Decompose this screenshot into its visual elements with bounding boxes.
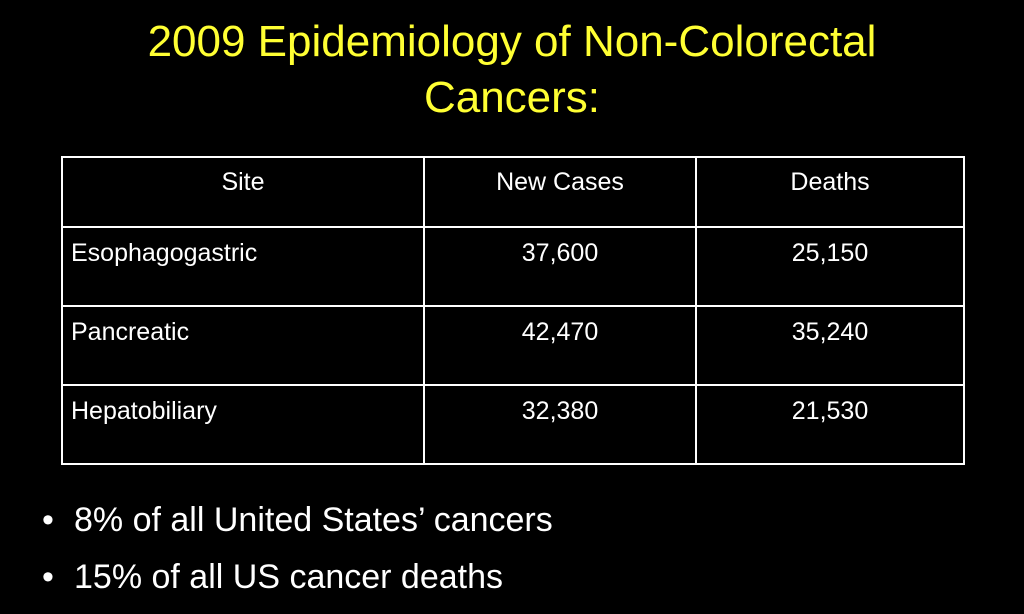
table-row: Hepatobiliary 32,380 21,530: [61, 384, 965, 465]
new-cases-cell: 42,470: [423, 305, 697, 386]
site-cell: Hepatobiliary: [61, 384, 425, 465]
slide-title-line-2: Cancers:: [423, 73, 601, 122]
site-cell: Pancreatic: [61, 305, 425, 386]
site-cell: Esophagogastric: [61, 226, 425, 307]
bullet-text: 8% of all United States’ cancers: [74, 501, 553, 539]
column-header-new-cases: New Cases: [423, 156, 697, 228]
new-cases-cell: 32,380: [423, 384, 697, 465]
epidemiology-table: Site New Cases Deaths Esophagogastric 37…: [61, 156, 965, 465]
deaths-cell: 35,240: [695, 305, 965, 386]
new-cases-cell: 37,600: [423, 226, 697, 307]
bullet-item: • 8% of all United States’ cancers: [42, 492, 553, 549]
bullet-item: • 15% of all US cancer deaths: [42, 549, 553, 606]
bullet-marker: •: [42, 501, 54, 539]
table-header-row: Site New Cases Deaths: [61, 156, 965, 228]
slide-title-line-1: 2009 Epidemiology of Non-Colorectal: [147, 17, 877, 66]
table-row: Esophagogastric 37,600 25,150: [61, 226, 965, 307]
column-header-deaths: Deaths: [695, 156, 965, 228]
deaths-cell: 21,530: [695, 384, 965, 465]
deaths-cell: 25,150: [695, 226, 965, 307]
bullet-list: • 8% of all United States’ cancers • 15%…: [42, 492, 553, 606]
bullet-marker: •: [42, 558, 54, 596]
bullet-text: 15% of all US cancer deaths: [74, 558, 504, 596]
slide-title: 2009 Epidemiology of Non-Colorectal Canc…: [0, 14, 1024, 126]
column-header-site: Site: [61, 156, 425, 228]
table-row: Pancreatic 42,470 35,240: [61, 305, 965, 386]
